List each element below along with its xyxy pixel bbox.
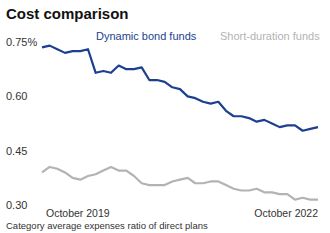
y-tick-label: 0.30 xyxy=(6,199,27,211)
legend-entry: Short-duration funds xyxy=(220,30,320,42)
series-line xyxy=(42,167,318,200)
title: Cost comparison xyxy=(6,5,129,22)
x-tick-label: October 2022 xyxy=(254,207,318,219)
y-tick-label: 0.45 xyxy=(6,145,27,157)
plot-area xyxy=(42,46,318,200)
series-line xyxy=(42,46,318,131)
x-tick-label: October 2019 xyxy=(46,207,110,219)
legend-entry: Dynamic bond funds xyxy=(96,30,197,42)
y-tick-label: 0.75% xyxy=(6,36,37,48)
y-tick-label: 0.60 xyxy=(6,90,27,102)
caption: Category average expenses ratio of direc… xyxy=(6,220,208,231)
chart: Cost comparison 0.75% 0.60 0.45 0.30 October … xyxy=(0,0,330,233)
